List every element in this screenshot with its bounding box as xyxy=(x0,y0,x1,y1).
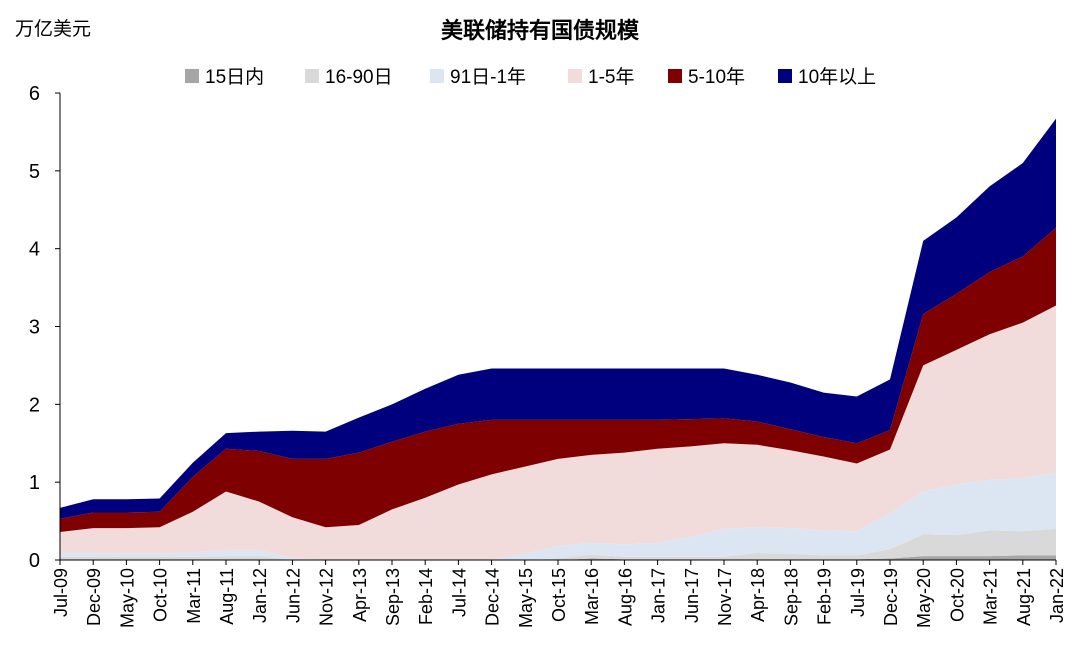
y-tick-label: 1 xyxy=(29,472,40,494)
legend-label: 15日内 xyxy=(205,66,264,88)
legend-label: 16-90日 xyxy=(325,67,393,88)
x-tick-label: Feb-19 xyxy=(815,568,835,625)
x-tick-label: Jul-09 xyxy=(51,568,71,617)
legend-swatch xyxy=(430,69,444,83)
x-tick-label: Jun-17 xyxy=(682,568,702,623)
x-tick-label: Oct-10 xyxy=(151,568,171,622)
x-tick-label: Aug-11 xyxy=(217,568,237,625)
legend-swatch xyxy=(568,69,582,83)
legend-label: 1-5年 xyxy=(588,66,634,88)
x-tick-label: Jul-19 xyxy=(848,568,868,617)
x-tick-label: Jan-22 xyxy=(1047,568,1067,623)
x-tick-label: May-15 xyxy=(516,568,536,628)
legend-swatch xyxy=(668,69,682,83)
legend-label: 5-10年 xyxy=(688,66,745,88)
area xyxy=(60,472,1056,560)
x-tick-label: Apr-13 xyxy=(350,568,370,622)
y-tick-label: 6 xyxy=(29,83,40,105)
x-tick-label: Oct-20 xyxy=(947,568,967,622)
y-tick-label: 3 xyxy=(29,317,40,339)
x-tick-label: Mar-11 xyxy=(184,568,204,624)
x-tick-label: Mar-16 xyxy=(582,568,602,625)
y-unit: 万亿美元 xyxy=(15,18,91,40)
x-tick-label: Oct-15 xyxy=(549,568,569,622)
x-tick-label: Aug-21 xyxy=(1014,568,1034,626)
legend-swatch xyxy=(778,69,792,83)
x-tick-label: Jan-12 xyxy=(250,568,270,623)
legend-swatch xyxy=(305,69,319,83)
x-tick-label: Jul-14 xyxy=(449,568,469,617)
x-tick-label: Mar-21 xyxy=(981,568,1001,625)
chart-title: 美联储持有国债规模 xyxy=(441,18,640,43)
legend-label: 91日-1年 xyxy=(450,66,526,88)
x-tick-label: Sep-13 xyxy=(383,568,403,626)
x-tick-label: Dec-09 xyxy=(84,568,104,626)
x-tick-label: Jan-17 xyxy=(649,568,669,623)
x-tick-label: Dec-14 xyxy=(483,568,503,626)
x-tick-label: Aug-16 xyxy=(615,568,635,626)
area xyxy=(60,118,1056,519)
x-tick-label: Sep-18 xyxy=(781,568,801,626)
x-tick-label: May-20 xyxy=(914,568,934,628)
area xyxy=(60,305,1056,560)
legend-label: 10年以上 xyxy=(798,66,876,88)
y-tick-label: 4 xyxy=(29,239,40,261)
y-tick-label: 0 xyxy=(29,550,40,572)
y-tick-label: 5 xyxy=(29,161,40,183)
x-tick-label: Feb-14 xyxy=(416,568,436,625)
x-tick-label: Nov-12 xyxy=(317,568,337,626)
x-tick-label: Apr-18 xyxy=(748,568,768,622)
x-tick-label: Dec-19 xyxy=(881,568,901,626)
x-tick-label: Nov-17 xyxy=(715,568,735,626)
x-tick-label: Jun-12 xyxy=(283,568,303,623)
y-tick-label: 2 xyxy=(29,394,40,416)
legend-swatch xyxy=(185,69,199,83)
x-tick-label: May-10 xyxy=(117,568,137,628)
